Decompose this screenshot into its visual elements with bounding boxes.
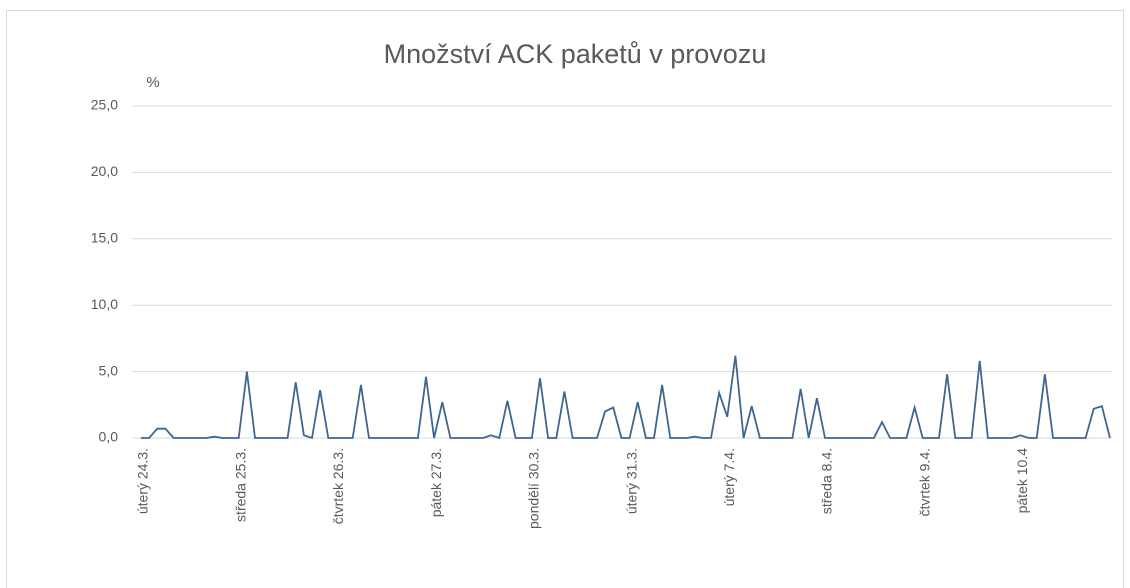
x-tick-label: pátek 10.4 bbox=[1014, 448, 1030, 514]
x-tick-label: středa 8.4. bbox=[819, 448, 835, 514]
x-tick-label: čtvrtek 26.3. bbox=[330, 448, 346, 524]
x-tick-label: úterý 7.4. bbox=[721, 448, 737, 506]
y-tick-label: 5,0 bbox=[99, 362, 119, 378]
x-tick-label: pátek 27.3. bbox=[428, 448, 444, 517]
y-tick-label: 25,0 bbox=[91, 97, 118, 113]
y-tick-label: 15,0 bbox=[91, 230, 118, 246]
x-tick-label: úterý 24.3. bbox=[135, 448, 151, 514]
x-tick-label: čtvrtek 9.4. bbox=[916, 448, 932, 516]
y-tick-label: 0,0 bbox=[99, 429, 119, 445]
chart-border bbox=[6, 10, 1124, 588]
data-line bbox=[141, 355, 1111, 440]
x-tick-label: středa 25.3. bbox=[232, 448, 248, 522]
y-tick-label: 20,0 bbox=[91, 163, 118, 179]
y-tick-label: 10,0 bbox=[91, 296, 118, 312]
x-tick-label: úterý 31.3. bbox=[623, 448, 639, 514]
y-axis-label: % bbox=[146, 74, 159, 91]
chart-title: Množství ACK paketů v provozu bbox=[384, 39, 767, 69]
x-tick-label: pondělí 30.3. bbox=[526, 448, 542, 529]
